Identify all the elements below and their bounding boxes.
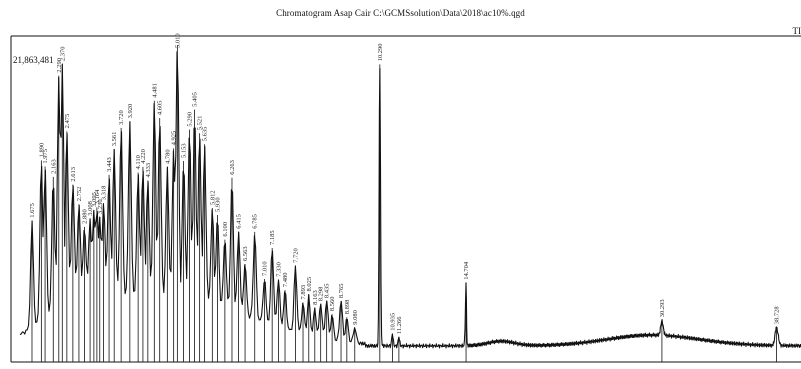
- peak-label-12: 3.164: [94, 189, 101, 204]
- peak-label-30: 5.521: [197, 116, 204, 131]
- peak-label-37: 6.563: [242, 246, 249, 261]
- peak-label-5: 2.370: [59, 46, 66, 61]
- peak-label-15: 3.443: [106, 157, 113, 172]
- peak-label-26: 5.010: [174, 33, 181, 48]
- peak-label-32: 5.812: [209, 190, 216, 205]
- peak-label-28: 5.290: [187, 112, 194, 127]
- peak-label-50: 8.765: [338, 283, 345, 298]
- peak-label-33: 5.930: [215, 197, 222, 212]
- peak-label-16: 3.561: [111, 132, 118, 147]
- peak-label-42: 7.480: [282, 272, 289, 287]
- peak-label-51: 8.898: [344, 300, 351, 315]
- peak-label-44: 7.893: [300, 285, 307, 300]
- peak-label-49: 8.560: [329, 296, 336, 311]
- peak-label-45: 8.025: [306, 277, 313, 292]
- peak-label-39: 7.010: [262, 261, 269, 276]
- peak-label-43: 7.720: [293, 248, 300, 263]
- peak-label-0: 1.675: [29, 203, 36, 218]
- peak-label-53: 10.290: [377, 44, 384, 62]
- peak-label-41: 7.330: [276, 262, 283, 277]
- peak-label-14: 3.318: [101, 186, 108, 201]
- peak-label-35: 6.263: [229, 160, 236, 175]
- peak-label-34: 6.100: [222, 222, 229, 237]
- peak-label-46: 8.163: [312, 290, 319, 305]
- peak-label-25: 4.925: [171, 131, 178, 146]
- peak-label-52: 9.080: [352, 310, 359, 325]
- peak-label-19: 4.110: [135, 155, 142, 169]
- peak-label-17: 3.720: [118, 110, 125, 125]
- peak-label-40: 7.185: [269, 230, 276, 245]
- peak-label-58: 38.728: [774, 306, 781, 324]
- peak-label-29: 5.405: [192, 92, 199, 107]
- peak-droplines: [31, 45, 777, 362]
- peak-label-57: 30.293: [659, 299, 666, 317]
- peak-label-7: 2.613: [70, 167, 77, 182]
- peak-label-55: 11.266: [396, 316, 403, 334]
- peak-label-54: 10.935: [389, 313, 396, 331]
- peak-label-13: 3.230: [97, 199, 104, 214]
- y-max-label: 21,863,481: [13, 55, 54, 65]
- peak-label-22: 4.481: [151, 83, 158, 98]
- peak-label-9: 2.880: [82, 209, 89, 224]
- chromatogram-trace: [19, 51, 801, 349]
- peak-label-8: 2.752: [76, 187, 83, 202]
- peak-label-31: 5.635: [202, 127, 209, 142]
- peak-label-21: 4.333: [145, 163, 152, 178]
- peak-label-24: 4.780: [164, 149, 171, 164]
- peak-label-2: 1.975: [42, 149, 49, 164]
- peak-label-4: 2.290: [56, 58, 63, 73]
- peak-label-3: 2.163: [50, 159, 57, 174]
- peak-label-10: 3.008: [87, 201, 94, 216]
- peak-label-56: 14.704: [463, 261, 470, 280]
- peak-label-18: 3.920: [127, 104, 134, 119]
- peak-label-1: 1.890: [38, 143, 45, 158]
- corner-label: TI: [792, 26, 801, 36]
- peak-label-11: 3.095: [91, 192, 98, 207]
- peak-label-47: 8.298: [318, 287, 325, 302]
- peak-label-27: 5.153: [181, 143, 188, 158]
- peak-label-38: 6.785: [252, 214, 259, 229]
- peak-label-6: 2.475: [64, 114, 71, 129]
- peak-label-23: 4.605: [157, 100, 164, 115]
- peak-label-20: 4.220: [140, 149, 147, 164]
- peak-label-48: 8.435: [324, 283, 331, 298]
- peak-label-36: 6.415: [236, 214, 243, 229]
- chart-title: Chromatogram Asap Cair C:\GCMSsolution\D…: [276, 8, 525, 18]
